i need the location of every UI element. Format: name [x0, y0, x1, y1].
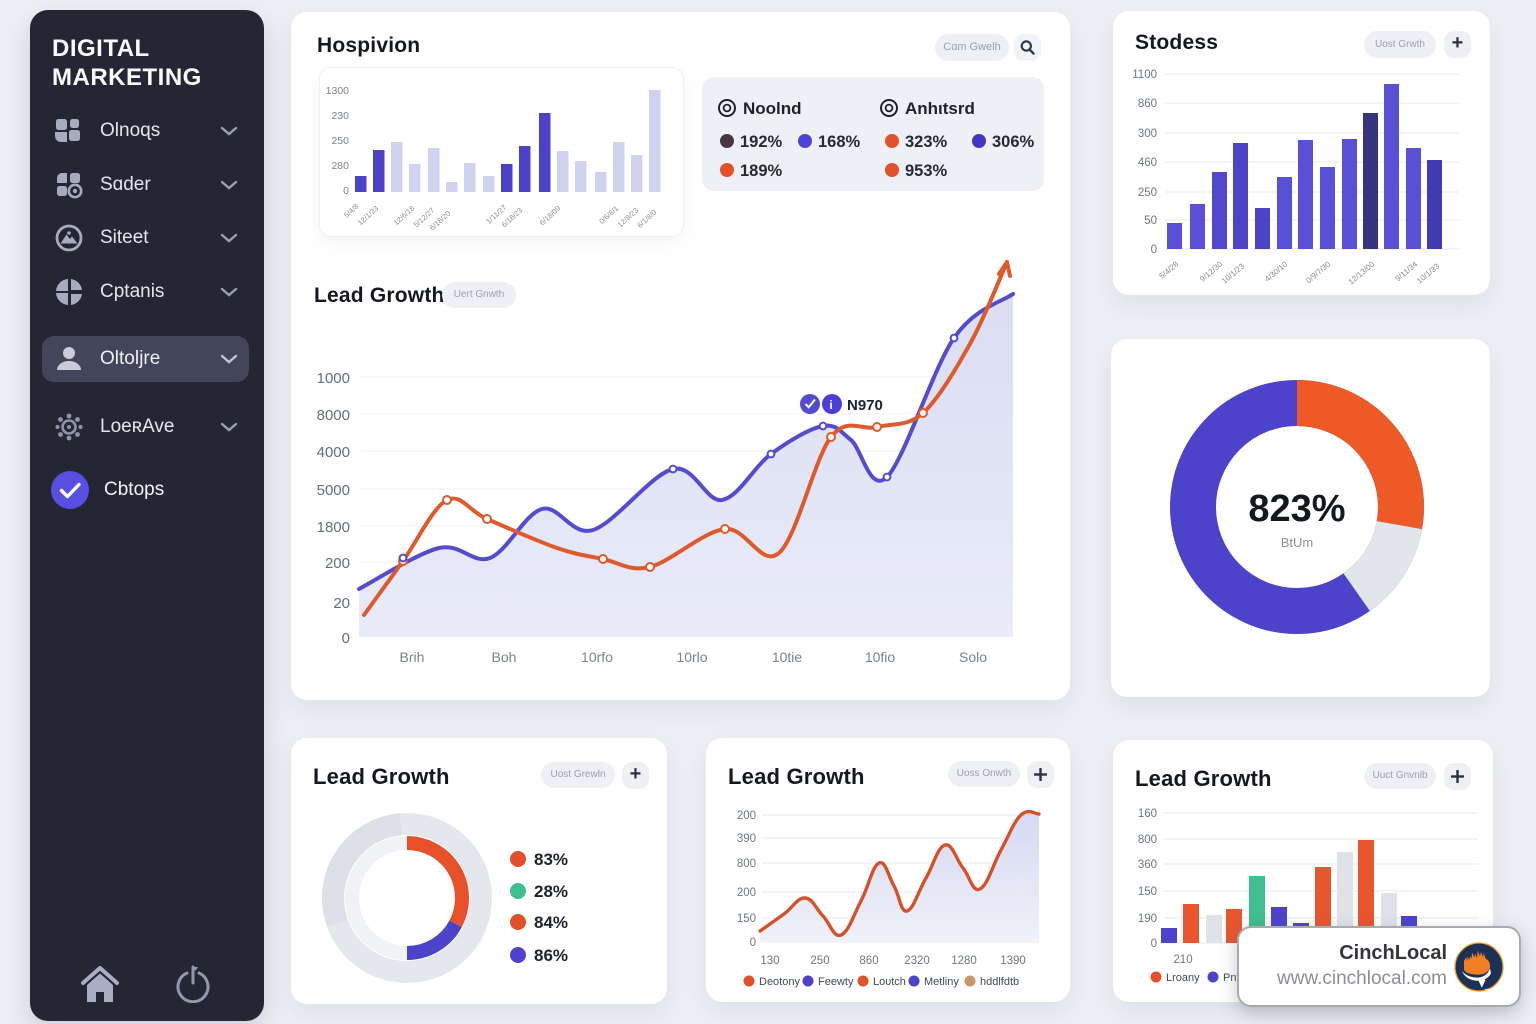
svg-text:800: 800 — [737, 858, 756, 870]
svg-text:Solo: Solo — [959, 649, 987, 665]
svg-text:4000: 4000 — [317, 444, 350, 461]
svg-text:Lroany: Lroany — [1166, 972, 1200, 984]
svg-text:2320: 2320 — [904, 955, 930, 967]
svg-text:0: 0 — [343, 185, 349, 197]
svg-text:390: 390 — [737, 833, 756, 845]
svg-text:360: 360 — [1138, 859, 1157, 871]
svg-text:306%: 306% — [992, 133, 1035, 151]
svg-text:250: 250 — [1138, 187, 1157, 199]
svg-text:10/1/23: 10/1/23 — [1220, 261, 1247, 285]
svg-text:10tie: 10tie — [772, 649, 803, 665]
svg-text:823%: 823% — [1248, 488, 1345, 530]
svg-text:hddlfdtb: hddlfdtb — [980, 976, 1019, 988]
svg-text:Metliny: Metliny — [924, 976, 959, 988]
svg-text:0: 0 — [342, 630, 350, 647]
svg-text:Feewty: Feewty — [818, 976, 854, 988]
svg-text:192%: 192% — [740, 133, 783, 151]
svg-text:1100: 1100 — [1132, 69, 1157, 81]
svg-text:250: 250 — [331, 135, 349, 147]
svg-text:1300: 1300 — [326, 85, 350, 97]
svg-text:189%: 189% — [740, 162, 783, 180]
svg-text:10/1/33: 10/1/33 — [1415, 261, 1442, 285]
svg-text:168%: 168% — [818, 133, 861, 151]
svg-text:230: 230 — [331, 110, 349, 122]
svg-text:0/9/7/30: 0/9/7/30 — [1304, 259, 1332, 285]
svg-text:210: 210 — [1173, 954, 1192, 966]
svg-text:250: 250 — [810, 955, 829, 967]
svg-text:953%: 953% — [905, 162, 948, 180]
svg-text:300: 300 — [1138, 128, 1157, 140]
svg-text:1800: 1800 — [317, 519, 350, 536]
svg-text:190: 190 — [1138, 913, 1157, 925]
svg-text:84%: 84% — [534, 913, 568, 932]
svg-text:8000: 8000 — [317, 407, 350, 424]
svg-text:20: 20 — [333, 595, 350, 612]
svg-text:800: 800 — [1138, 834, 1157, 846]
svg-text:0: 0 — [1151, 244, 1157, 256]
svg-text:83%: 83% — [534, 850, 568, 869]
svg-text:Noolnd: Noolnd — [743, 99, 802, 118]
svg-text:860: 860 — [859, 955, 878, 967]
svg-text:Boh: Boh — [492, 649, 517, 665]
svg-text:5/4/28: 5/4/28 — [1157, 259, 1180, 281]
svg-text:Loυtch: Loυtch — [873, 976, 906, 988]
svg-text:28%: 28% — [534, 882, 568, 901]
svg-text:i: i — [829, 398, 832, 412]
svg-text:Bɾih: Bɾih — [400, 649, 425, 665]
svg-text:160: 160 — [1138, 808, 1157, 820]
svg-text:86%: 86% — [534, 946, 568, 965]
svg-text:5000: 5000 — [317, 482, 350, 499]
svg-text:1280: 1280 — [951, 955, 977, 967]
svg-text:130: 130 — [760, 955, 779, 967]
svg-text:12/13/00: 12/13/00 — [1347, 259, 1377, 286]
svg-text:460: 460 — [1138, 157, 1157, 169]
svg-text:323%: 323% — [905, 133, 948, 151]
svg-text:200: 200 — [737, 810, 756, 822]
svg-text:10rlo: 10rlo — [676, 649, 707, 665]
svg-text:4/30/10: 4/30/10 — [1263, 259, 1290, 283]
svg-text:280: 280 — [331, 160, 349, 172]
svg-text:Anhιtsrd: Anhιtsrd — [905, 99, 975, 118]
svg-text:1390: 1390 — [1000, 955, 1026, 967]
svg-text:Deotony: Deotony — [759, 976, 800, 988]
svg-text:200: 200 — [325, 555, 350, 572]
svg-text:0: 0 — [1151, 938, 1157, 950]
svg-text:10rfo: 10rfo — [581, 649, 613, 665]
svg-text:50: 50 — [1144, 215, 1157, 227]
svg-text:150: 150 — [1138, 886, 1157, 898]
svg-text:150: 150 — [737, 913, 756, 925]
svg-text:BtUm: BtUm — [1281, 535, 1314, 550]
svg-text:200: 200 — [737, 887, 756, 899]
svg-text:10fio: 10fio — [865, 649, 896, 665]
svg-text:0: 0 — [750, 937, 756, 949]
svg-text:N970: N970 — [847, 397, 883, 414]
svg-text:1000: 1000 — [317, 370, 350, 387]
svg-text:860: 860 — [1138, 98, 1157, 110]
